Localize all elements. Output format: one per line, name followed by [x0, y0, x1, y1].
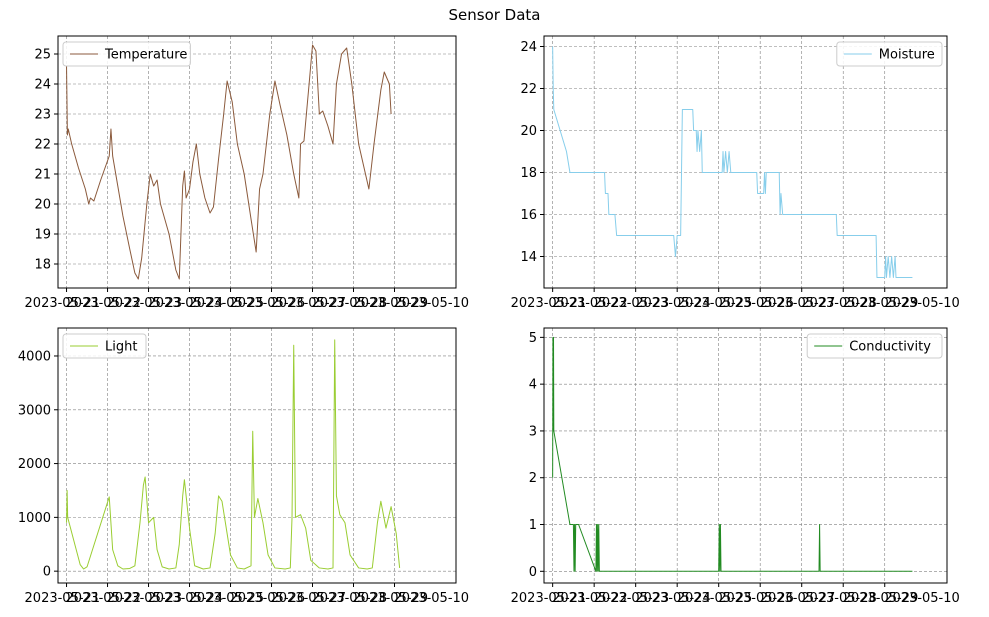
temperature-xtick-label: 2023-05-26 — [230, 296, 306, 311]
conductivity-chart: 0123452023-05-212023-05-222023-05-232023… — [511, 327, 960, 606]
conductivity-legend-label: Conductivity — [849, 340, 931, 355]
light-xtick-label: 2023-05-28 — [312, 591, 388, 606]
conductivity-xtick-label: 2023-05-26 — [718, 591, 794, 606]
temperature-ytick-label: 24 — [34, 78, 51, 93]
light-ytick-label: 2000 — [18, 457, 51, 472]
light-ytick-label: 3000 — [18, 403, 51, 418]
temperature-legend-box — [62, 41, 191, 67]
moisture-ytick-label: 24 — [520, 40, 537, 55]
temperature-ytick-label: 20 — [34, 198, 51, 213]
light-legend-label: Light — [105, 340, 137, 355]
conductivity-xtick-label: 2023-05-23 — [594, 591, 670, 606]
light-legend-box — [62, 333, 147, 359]
conductivity-xtick-label: 2023-05-10 — [884, 591, 960, 606]
moisture-xtick-label: 2023-05-27 — [760, 296, 836, 311]
light-xtick-label: 2023-05-26 — [230, 591, 306, 606]
conductivity-ytick-label: 1 — [529, 518, 537, 533]
light-xtick-label: 2023-05-24 — [148, 591, 224, 606]
light-ytick-label: 4000 — [18, 349, 51, 364]
moisture-series-line — [552, 46, 913, 278]
conductivity-ytick-label: 3 — [529, 424, 537, 439]
temperature-xtick-label: 2023-05-21 — [25, 296, 101, 311]
temperature-legend-label: Temperature — [104, 48, 187, 63]
temperature-axes-frame — [57, 35, 457, 289]
conductivity-xtick-label: 2023-05-28 — [801, 591, 877, 606]
conductivity-ytick-label: 5 — [529, 331, 537, 346]
moisture-xtick-label: 2023-05-23 — [594, 296, 670, 311]
conductivity-xtick-label: 2023-05-24 — [635, 591, 711, 606]
temperature-series-line — [66, 44, 392, 280]
conductivity-axes-frame — [543, 327, 948, 584]
temperature-ytick-label: 19 — [34, 228, 51, 243]
temperature-xtick-label: 2023-05-10 — [394, 296, 470, 311]
conductivity-xtick-label: 2023-05-25 — [677, 591, 753, 606]
moisture-xtick-label: 2023-05-22 — [552, 296, 628, 311]
moisture-xtick-label: 2023-05-24 — [635, 296, 711, 311]
light-series-line — [66, 339, 401, 570]
temperature-xtick-label: 2023-05-28 — [312, 296, 388, 311]
conductivity-xtick-label: 2023-05-22 — [552, 591, 628, 606]
moisture-ytick-label: 18 — [520, 166, 537, 181]
temperature-xtick-label: 2023-05-29 — [353, 296, 429, 311]
temperature-ytick-label: 25 — [34, 48, 51, 63]
moisture-xtick-label: 2023-05-29 — [843, 296, 919, 311]
conductivity-series-line — [552, 336, 913, 572]
conductivity-ytick-label: 0 — [529, 565, 537, 580]
conductivity-legend-box — [806, 333, 943, 359]
temperature-xtick-label: 2023-05-22 — [66, 296, 142, 311]
conductivity-xtick-label: 2023-05-27 — [760, 591, 836, 606]
light-ytick-label: 0 — [43, 565, 51, 580]
light-chart: 010002000300040002023-05-212023-05-22202… — [18, 327, 470, 606]
conductivity-ytick-label: 4 — [529, 378, 537, 393]
light-xtick-label: 2023-05-25 — [189, 591, 265, 606]
moisture-xtick-label: 2023-05-10 — [884, 296, 960, 311]
moisture-xtick-label: 2023-05-26 — [718, 296, 794, 311]
moisture-ytick-label: 20 — [520, 124, 537, 139]
temperature-ytick-label: 22 — [34, 138, 51, 153]
light-ytick-label: 1000 — [18, 511, 51, 526]
figure-title: Sensor Data — [448, 6, 541, 24]
moisture-ytick-label: 22 — [520, 82, 537, 97]
temperature-ytick-label: 18 — [34, 258, 51, 273]
light-axes-frame — [57, 327, 457, 584]
moisture-xtick-label: 2023-05-25 — [677, 296, 753, 311]
light-xtick-label: 2023-05-10 — [394, 591, 470, 606]
temperature-xtick-label: 2023-05-25 — [189, 296, 265, 311]
temperature-xtick-label: 2023-05-23 — [107, 296, 183, 311]
moisture-legend-label: Moisture — [879, 48, 935, 63]
light-xtick-label: 2023-05-22 — [66, 591, 142, 606]
light-xtick-label: 2023-05-29 — [353, 591, 429, 606]
temperature-xtick-label: 2023-05-27 — [271, 296, 347, 311]
moisture-axes-frame — [543, 35, 948, 289]
temperature-ytick-label: 23 — [34, 108, 51, 123]
conductivity-xtick-label: 2023-05-21 — [511, 591, 587, 606]
light-xtick-label: 2023-05-21 — [25, 591, 101, 606]
moisture-ytick-label: 16 — [520, 208, 537, 223]
moisture-ytick-label: 14 — [520, 250, 537, 265]
moisture-legend-box — [836, 41, 943, 67]
temperature-xtick-label: 2023-05-24 — [148, 296, 224, 311]
moisture-xtick-label: 2023-05-21 — [511, 296, 587, 311]
moisture-xtick-label: 2023-05-28 — [801, 296, 877, 311]
light-xtick-label: 2023-05-27 — [271, 591, 347, 606]
moisture-chart: 1416182022242023-05-212023-05-222023-05-… — [511, 35, 960, 311]
conductivity-xtick-label: 2023-05-29 — [843, 591, 919, 606]
conductivity-ytick-label: 2 — [529, 471, 537, 486]
temperature-chart: 18192021222324252023-05-212023-05-222023… — [25, 35, 470, 311]
temperature-ytick-label: 21 — [34, 168, 51, 183]
light-xtick-label: 2023-05-23 — [107, 591, 183, 606]
